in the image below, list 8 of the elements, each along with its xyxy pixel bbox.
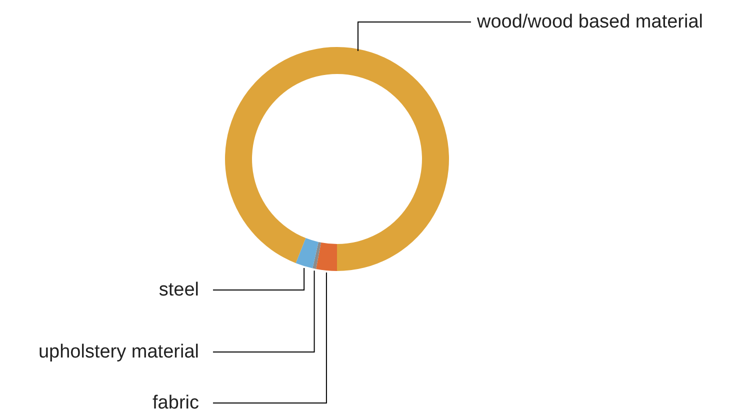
donut-slice <box>296 238 318 268</box>
slice-label: steel <box>158 280 199 300</box>
slice-label: fabric <box>152 392 199 414</box>
slice-label: wood/wood based material <box>476 12 704 32</box>
slice-label: upholstery material <box>38 342 199 362</box>
donut-slice <box>312 242 322 270</box>
donut-slice <box>316 242 337 271</box>
donut-slice <box>225 47 449 271</box>
